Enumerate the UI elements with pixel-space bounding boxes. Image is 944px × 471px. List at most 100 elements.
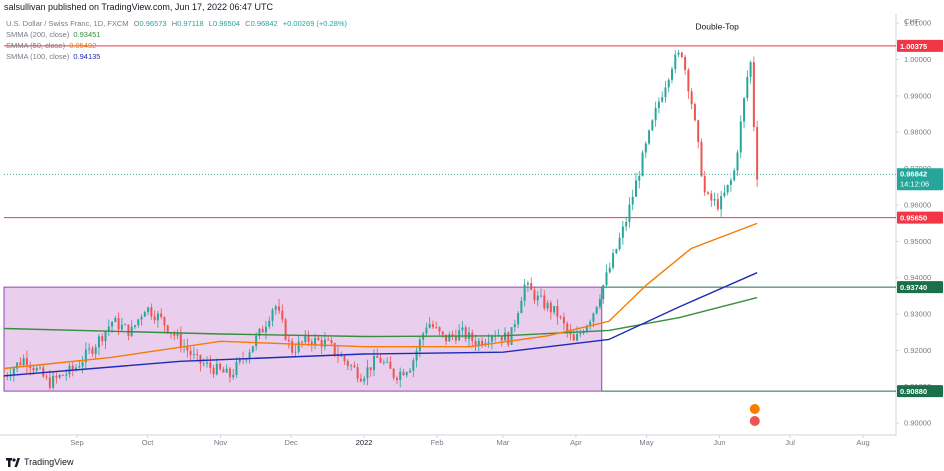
candle-body [81,362,84,367]
candle-body [209,362,212,368]
candle-body [733,170,736,181]
candle-body [559,316,562,318]
candle-body [88,348,91,350]
low-label: L [208,19,213,28]
candle-body [710,193,713,201]
candle-body [215,363,218,375]
candle-body [45,376,48,378]
candle-body [736,152,739,171]
candle-body [690,91,693,105]
x-tick-label: Sep [70,438,83,447]
candle-body [350,365,353,367]
candle-body [415,351,418,361]
candle-body [628,204,631,222]
candle-body [409,370,412,373]
tradingview-brand[interactable]: TradingView [6,457,74,467]
candle-body [395,377,398,380]
candle-body [405,372,408,376]
indicator-legend-smma200[interactable]: SMMA (200, close) 0.93451 [6,30,100,39]
candle-body [307,335,310,342]
y-tick-label: 0.99000 [904,91,931,100]
candle-body [517,313,520,325]
x-tick-label: Mar [496,438,509,447]
event-marker-icon [749,404,760,414]
candle-body [330,340,333,343]
candle-body [199,355,202,364]
currency-label: CHF [904,17,920,26]
candle-body [192,354,195,355]
candle-body [97,336,100,348]
candle-body [359,378,362,382]
x-tick-label: Aug [856,438,869,447]
candle-body [526,283,529,285]
candle-body [693,104,696,121]
candle-body [127,324,130,336]
candle-body [477,340,480,347]
candle-body [723,192,726,197]
candle-body [153,316,156,321]
candle-body [438,327,441,332]
candle-body [363,378,366,382]
candle-body [595,306,598,314]
indicator-legend-smma100[interactable]: SMMA (100, close) 0.94135 [6,52,100,61]
candle-body [540,295,543,297]
candle-body [464,327,467,340]
candle-body [278,306,281,311]
candle-body [402,371,405,376]
candle-body [608,267,611,273]
publish-header: salsullivan published on TradingView.com… [4,2,273,12]
candle-body [255,335,258,347]
candle-body [25,358,28,366]
candle-body [451,334,454,336]
candle-body [29,365,32,368]
candle-body [382,362,385,363]
indicator-legend-smma50[interactable]: SMMA (50, close) 0.95492 [6,41,96,50]
x-tick-label: Dec [284,438,298,447]
candle-body [707,192,710,194]
candle-body [671,69,673,80]
candle-body [641,152,644,177]
y-tick-label: 0.93000 [904,310,931,319]
candle-body [48,377,51,388]
candle-body [222,369,225,373]
candle-body [281,310,284,320]
candle-body [703,176,706,193]
candle-body [340,355,343,357]
last-price-tag [897,168,943,191]
x-tick-label: Apr [570,438,582,447]
candle-body [752,62,755,128]
candle-body [621,226,624,238]
candle-body [435,327,438,328]
candle-body [598,299,601,307]
y-tick-label: 0.98000 [904,128,931,137]
candle-body [687,69,690,92]
candle-body [104,331,107,342]
candle-body [412,360,415,371]
x-tick-label: Nov [214,438,228,447]
candle-body [291,341,294,353]
y-tick-label: 0.92000 [904,346,931,355]
candle-body [553,305,556,313]
y-tick-label: 0.95000 [904,237,931,246]
candle-body [546,302,549,309]
candle-body [667,79,670,88]
candle-body [143,312,146,317]
smma200-label: SMMA (200, close) [6,30,70,39]
y-tick-label: 1.01000 [904,19,931,28]
candle-body [389,361,392,369]
candle-body [71,365,74,370]
candle-body [657,101,660,109]
candle-body [107,326,110,332]
candle-body [680,52,683,57]
instrument-legend: U.S. Dollar / Swiss Franc, 1D, FXCM O0.9… [6,19,347,28]
candle-body [173,333,176,336]
candle-body [235,361,238,375]
candle-body [618,237,621,250]
candle-body [425,327,428,334]
smma-line [3,222,758,370]
candle-body [160,313,163,318]
candle-body [310,341,313,346]
candle-body [418,339,421,352]
candle-body [746,76,749,99]
